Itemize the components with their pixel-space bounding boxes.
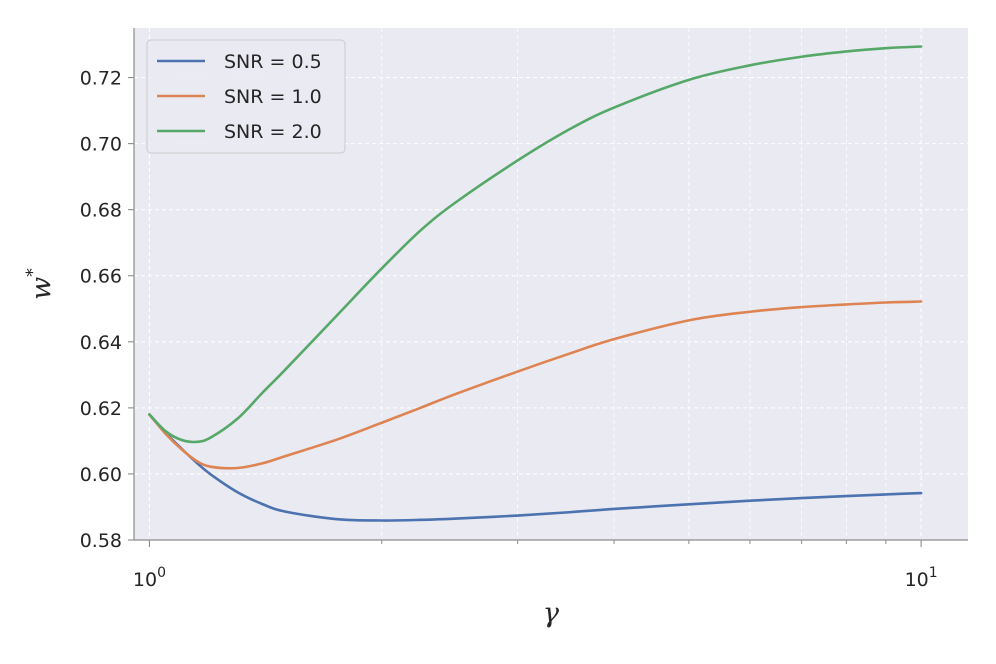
legend-label: SNR = 1.0 (224, 86, 322, 108)
y-tick-label: 0.70 (80, 134, 122, 156)
y-tick-label: 0.64 (80, 332, 122, 354)
y-tick-label: 0.60 (80, 464, 122, 486)
x-axis-label: γ (543, 598, 560, 629)
y-tick-label: 0.58 (80, 530, 122, 552)
legend-label: SNR = 0.5 (224, 51, 322, 73)
y-tick-label: 0.66 (80, 266, 122, 288)
tick-labels: 0.58 0.60 0.62 0.64 0.66 0.68 0.70 0.72 100 101 (80, 68, 938, 591)
series-line (148, 300, 923, 470)
y-tick-label: 0.72 (80, 68, 122, 90)
legend-box (146, 39, 346, 154)
legend-label: SNR = 2.0 (224, 121, 322, 143)
series-lines (148, 45, 923, 522)
legend: SNR = 0.5 SNR = 1.0 SNR = 2.0 (146, 39, 346, 154)
series-line (148, 45, 923, 444)
x-tick-label: 101 (905, 565, 938, 591)
y-axis-label: w* (23, 268, 57, 300)
x-tick-label: 100 (133, 565, 166, 591)
y-tick-label: 0.62 (80, 398, 122, 420)
y-tick-label: 0.68 (80, 200, 122, 222)
series-line (148, 413, 923, 522)
